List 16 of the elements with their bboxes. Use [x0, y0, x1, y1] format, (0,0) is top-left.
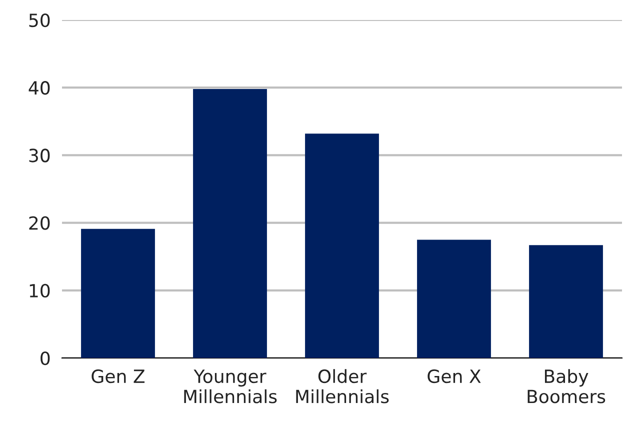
bar — [529, 245, 603, 358]
y-tick-label: 0 — [40, 351, 50, 366]
y-tick-label: 10 — [30, 284, 50, 298]
y-tick-label: 20 — [29, 216, 50, 230]
x-tick-label: Baby Boomers — [528, 369, 606, 404]
x-tick-label: Gen X — [428, 369, 481, 384]
bar — [305, 134, 379, 358]
bar — [81, 228, 155, 358]
x-tick-label: Gen Z — [92, 369, 145, 384]
bar — [417, 240, 491, 358]
bar — [193, 88, 267, 358]
x-tick-label: Older Millennials — [296, 369, 389, 404]
x-tick-label: Younger Millennials — [184, 370, 277, 404]
y-tick-label: 30 — [29, 148, 50, 162]
y-tick-label: 50 — [29, 13, 50, 28]
y-tick-label: 40 — [28, 81, 50, 95]
